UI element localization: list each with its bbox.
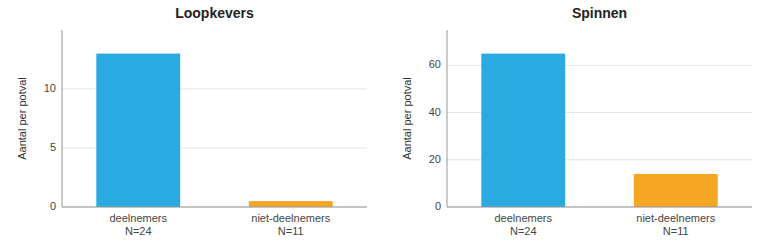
grid-line — [447, 207, 752, 208]
grid-line — [62, 207, 367, 208]
chart-svg: Loopkevers 0 5 10 Aantal per potval deelnemer… — [0, 0, 770, 249]
chart-title: Spinnen — [572, 5, 627, 21]
x-tick-label: deelnemersN=24 — [110, 212, 168, 237]
x-tick-label: niet-deelnemersN=11 — [636, 212, 715, 237]
y-tick-label: 10 — [44, 82, 56, 94]
x-axis-line — [447, 207, 752, 208]
x-tick-label-line: deelnemers — [110, 212, 168, 224]
x-tick-label-line: N=11 — [663, 225, 689, 237]
x-tick-label-line: N=24 — [510, 225, 537, 237]
chart-title: Loopkevers — [175, 5, 254, 21]
y-tick-label: 60 — [429, 58, 441, 70]
y-axis-line — [447, 30, 448, 207]
x-tick-label-line: N=11 — [278, 225, 304, 237]
y-tick-label: 0 — [50, 200, 56, 212]
bars — [481, 54, 717, 207]
bar — [481, 54, 565, 207]
bar — [96, 54, 180, 207]
y-axis-label: Aantal per potval — [16, 77, 28, 160]
chart-root: Loopkevers 0 5 10 Aantal per potval deelnemer… — [0, 0, 770, 249]
x-tick-label-line: deelnemers — [495, 212, 553, 224]
x-tick-label: niet-deelnemersN=11 — [251, 212, 330, 237]
x-tick-label-line: niet-deelnemers — [251, 212, 330, 224]
y-tick-label: 5 — [50, 141, 56, 153]
y-axis-line — [62, 30, 63, 207]
y-axis-label: Aantal per potval — [401, 77, 413, 160]
y-tick-label: 0 — [435, 200, 441, 212]
bar — [249, 201, 333, 207]
y-tick-label: 20 — [429, 153, 441, 165]
bar-chart: Loopkevers 0 5 10 Aantal per potval deelnemer… — [16, 5, 367, 237]
bar — [634, 174, 718, 207]
y-tick-label: 40 — [429, 106, 441, 118]
bar-chart: Spinnen 0 20 40 60 Aantal per potval deelnemer… — [401, 5, 752, 237]
x-tick-label-line: N=24 — [125, 225, 152, 237]
x-tick-label: deelnemersN=24 — [495, 212, 553, 237]
x-tick-label-line: niet-deelnemers — [636, 212, 715, 224]
bars — [96, 54, 332, 207]
x-axis-line — [62, 207, 367, 208]
